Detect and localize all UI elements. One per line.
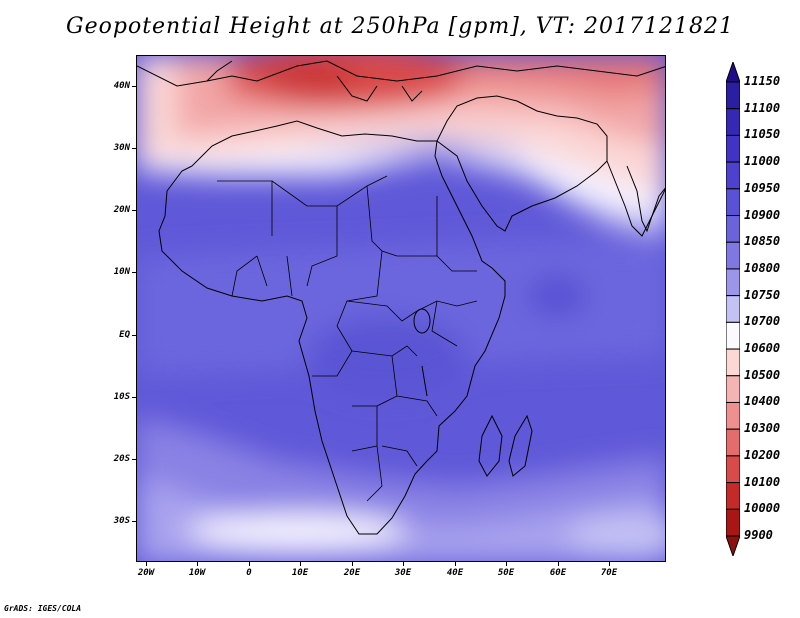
lon-label-10e: 10E	[291, 568, 309, 578]
lon-tick	[146, 562, 147, 566]
colorbar-cell	[726, 81, 740, 110]
colorbar-cell	[726, 375, 740, 403]
lat-label-30s: 30S	[113, 516, 130, 526]
colorbar-cell	[726, 134, 740, 163]
colorbar-bottom-arrow	[726, 535, 740, 556]
colorbar-top-arrow	[726, 62, 740, 83]
colorbar-cell	[726, 268, 740, 297]
coastlines	[137, 60, 665, 535]
colorbar-label: 10000	[744, 501, 781, 516]
colorbar-cell	[726, 401, 740, 430]
lat-label-40n: 40N	[113, 81, 130, 91]
colorbar-label: 11100	[744, 100, 781, 115]
lon-label-20e: 20E	[343, 568, 361, 578]
colorbar-label: 11000	[744, 154, 781, 169]
height-contours	[137, 56, 665, 561]
lat-tick	[132, 148, 136, 149]
lon-tick	[352, 562, 353, 566]
colorbar-label: 10950	[744, 180, 781, 195]
colorbar-cell	[726, 188, 740, 217]
lat-label-10n: 10N	[113, 267, 130, 277]
colorbar-cell	[726, 108, 740, 136]
lat-tick	[132, 459, 136, 460]
colorbar-cell	[726, 241, 740, 270]
lon-label-0: 0	[246, 568, 252, 578]
colorbar	[726, 62, 740, 556]
colorbar-label: 10100	[744, 474, 781, 489]
lon-label-60e: 60E	[549, 568, 567, 578]
colorbar-cell	[726, 455, 740, 484]
lat-label-eq: EQ	[119, 330, 130, 340]
colorbar-label: 11150	[744, 74, 781, 88]
lon-tick	[403, 562, 404, 566]
colorbar-label: 10300	[744, 421, 781, 436]
lat-tick	[132, 86, 136, 87]
lon-label-40e: 40E	[446, 568, 464, 578]
colorbar-label: 10600	[744, 341, 781, 356]
colorbar-label: 10200	[744, 447, 781, 462]
lon-label-30e: 30E	[394, 568, 412, 578]
colorbar-label: 9900	[744, 528, 773, 542]
lat-label-20n: 20N	[113, 205, 130, 215]
colorbar-label: 10900	[744, 207, 781, 222]
map-title: Geopotential Height at 250hPa [gpm], VT:…	[66, 14, 734, 39]
colorbar-cell	[726, 161, 740, 190]
colorbar-label: 10800	[744, 260, 781, 275]
colorbar-label: 10850	[744, 234, 781, 249]
lon-tick	[558, 562, 559, 566]
colorbar-cell	[726, 428, 740, 457]
map-panel	[136, 55, 666, 562]
lon-label-70e: 70E	[600, 568, 618, 578]
colorbar-cell	[726, 215, 740, 243]
lon-tick	[609, 562, 610, 566]
country-borders	[217, 175, 478, 502]
india-outline	[626, 165, 665, 233]
lat-label-10s: 10S	[113, 392, 130, 402]
lat-tick	[132, 210, 136, 211]
lat-tick	[132, 335, 136, 336]
lon-tick	[506, 562, 507, 566]
madagascar-outline	[508, 414, 533, 477]
lat-label-20s: 20S	[113, 454, 130, 464]
lon-label-50e: 50E	[497, 568, 515, 578]
colorbar-cell	[726, 295, 740, 323]
colorbar-cell	[726, 482, 740, 510]
colorbar-label: 10700	[744, 314, 781, 329]
colorbar-label: 10500	[744, 367, 781, 382]
lon-tick	[300, 562, 301, 566]
grads-credit: GrADS: IGES/COLA	[4, 604, 82, 613]
colorbar-label: 10750	[744, 287, 781, 302]
lat-tick	[132, 521, 136, 522]
lon-tick	[455, 562, 456, 566]
lon-tick	[197, 562, 198, 566]
colorbar-label: 11050	[744, 127, 781, 142]
colorbar-cell	[726, 348, 740, 377]
colorbar-cell	[726, 321, 740, 350]
height-field-map	[137, 56, 665, 561]
lon-tick	[249, 562, 250, 566]
lon-label-20w: 20W	[137, 568, 155, 578]
lat-tick	[132, 272, 136, 273]
lat-tick	[132, 397, 136, 398]
colorbar-cell	[726, 508, 740, 537]
lat-label-30n: 30N	[113, 143, 130, 153]
colorbar-label: 10400	[744, 394, 781, 409]
lon-label-10w: 10W	[188, 568, 206, 578]
